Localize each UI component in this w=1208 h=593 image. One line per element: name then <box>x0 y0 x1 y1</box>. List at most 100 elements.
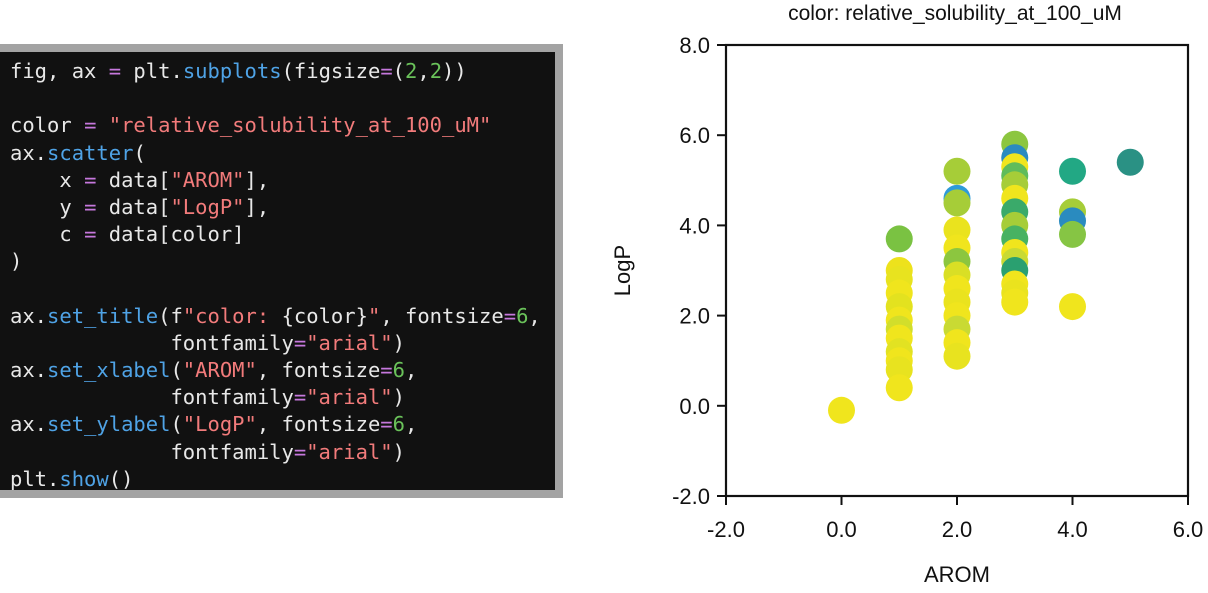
x-axis-ticks: -2.0 0.0 2.0 4.0 6.0 <box>707 496 1203 542</box>
chart-area: color: relative_solubility_at_100_uM -2.… <box>580 0 1208 588</box>
code-token: fontfamily <box>10 330 294 355</box>
code-token: 6 <box>516 303 529 328</box>
code-token: = <box>84 113 97 138</box>
code-token: "arial" <box>306 439 393 464</box>
code-token: ], <box>244 167 270 192</box>
code-token: = <box>503 303 517 328</box>
code-line: fontfamily="arial") <box>10 330 555 357</box>
code-token: ax. <box>10 358 48 383</box>
scatter-point <box>1001 288 1029 316</box>
code-token: , <box>528 303 541 328</box>
code-token: "LogP" <box>170 194 245 219</box>
y-axis-label: LogP <box>610 245 635 296</box>
code-token: ( <box>133 140 146 165</box>
scatter-chart: color: relative_solubility_at_100_uM -2.… <box>610 2 1203 587</box>
code-screenshot-frame: fig, ax = plt.subplots(figsize=(2,2)) co… <box>0 44 563 498</box>
code-token: ax. <box>10 412 48 437</box>
code-token: " <box>367 303 381 328</box>
scatter-point <box>885 374 913 402</box>
code-token: = <box>293 385 307 410</box>
code-line: plt.show() <box>10 466 555 490</box>
code-token: = <box>293 439 307 464</box>
code-token: 2 <box>429 59 443 83</box>
code-token: data[color] <box>96 222 245 247</box>
code-token: ], <box>244 194 270 219</box>
x-tick-label: 4.0 <box>1057 517 1088 542</box>
code-token: "arial" <box>306 385 393 410</box>
code-token: , fontsize <box>256 358 381 383</box>
y-axis-ticks: -2.0 0.0 2.0 4.0 6.0 8.0 <box>672 33 726 509</box>
scatter-point <box>1116 148 1144 176</box>
y-tick-label: 6.0 <box>679 123 710 148</box>
x-tick-label: 0.0 <box>826 517 857 542</box>
code-token: , fontsize <box>380 303 504 328</box>
code-token: color <box>10 113 85 138</box>
code-token: 2 <box>405 59 418 83</box>
code-token: = <box>84 222 97 247</box>
code-line <box>10 276 555 303</box>
code-token: = <box>380 358 393 383</box>
code-line: ax.set_ylabel("LogP", fontsize=6, <box>10 411 555 438</box>
code-token: y <box>10 194 85 219</box>
code-token: 6 <box>392 358 405 383</box>
code-token: ( <box>170 358 183 383</box>
scatter-point <box>1059 157 1086 185</box>
code-line: ax.set_title(f"color: {color}", fontsize… <box>10 303 555 330</box>
code-token: x <box>10 167 85 192</box>
code-block: fig, ax = plt.subplots(figsize=(2,2)) co… <box>0 52 555 490</box>
x-axis-label: AROM <box>924 562 990 587</box>
scatter-point <box>943 189 971 217</box>
code-token: plt. <box>10 466 60 490</box>
code-token: ( <box>392 59 405 83</box>
code-token: , <box>404 412 418 437</box>
code-token: (figsize <box>281 59 381 83</box>
code-token: data[ <box>96 194 171 219</box>
code-token: fontfamily <box>10 439 294 464</box>
code-token: ) <box>392 385 405 410</box>
code-token: fontfamily <box>10 385 294 410</box>
code-token: ) <box>10 249 23 274</box>
code-token: set_title <box>47 303 159 328</box>
code-token: = <box>84 167 97 192</box>
code-token: ) <box>392 439 405 464</box>
code-token <box>96 113 108 137</box>
y-tick-label: -2.0 <box>672 484 710 509</box>
code-token: () <box>108 466 134 490</box>
code-line: x = data["AROM"], <box>10 167 555 194</box>
code-line: fontfamily="arial") <box>10 439 555 466</box>
code-token: "AROM" <box>182 358 257 383</box>
code-token: subplots <box>182 59 282 83</box>
code-line: ax.set_xlabel("AROM", fontsize=6, <box>10 357 555 384</box>
code-token: {color} <box>281 303 368 328</box>
code-token: ax. <box>10 303 48 328</box>
chart-title: color: relative_solubility_at_100_uM <box>788 2 1122 25</box>
scatter-point <box>943 342 971 370</box>
code-line <box>10 85 555 112</box>
code-token: show <box>59 466 109 490</box>
code-token: = <box>108 59 122 83</box>
code-token: c <box>10 222 85 247</box>
code-token: set_xlabel <box>47 358 171 383</box>
code-token: )) <box>442 59 467 83</box>
code-token: = <box>380 412 393 437</box>
code-token: = <box>293 330 307 355</box>
scatter-point <box>1059 293 1086 321</box>
code-token: ( <box>170 412 183 437</box>
code-token: = <box>84 194 97 219</box>
y-tick-label: 4.0 <box>679 213 710 238</box>
code-token: scatter <box>47 140 134 165</box>
code-token: fig, ax <box>10 59 109 83</box>
code-line: fontfamily="arial") <box>10 384 555 411</box>
code-token: = <box>380 59 393 83</box>
scatter-points <box>828 130 1144 424</box>
code-token: , <box>417 59 430 83</box>
code-line: ax.scatter( <box>10 140 555 167</box>
scatter-point <box>828 396 855 424</box>
scatter-point <box>1059 220 1086 248</box>
code-token: "relative_solubility_at_100_uM" <box>108 113 492 138</box>
code-line: ) <box>10 248 555 275</box>
code-token: "AROM" <box>170 167 245 192</box>
scatter-point <box>885 225 913 253</box>
x-tick-label: -2.0 <box>707 517 745 542</box>
y-tick-label: 0.0 <box>679 394 710 419</box>
